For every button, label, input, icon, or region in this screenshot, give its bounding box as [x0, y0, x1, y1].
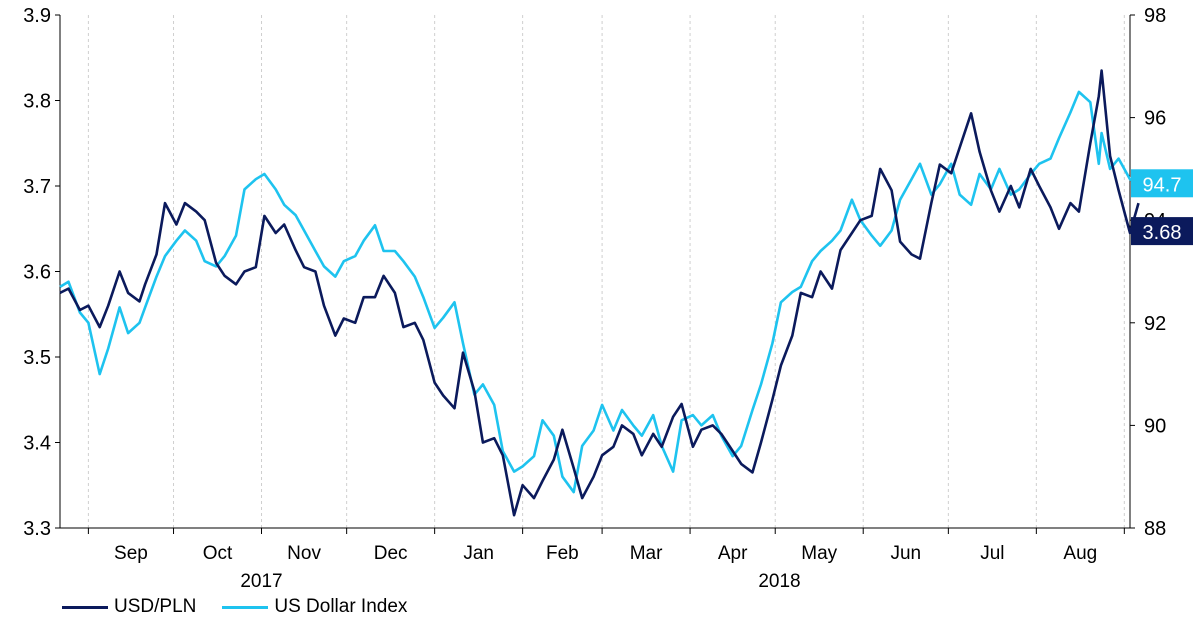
tick-labels: 3.33.43.53.63.73.83.9889092949698SepOctN… [23, 5, 1166, 592]
usdpln-end-label-text: 3.68 [1143, 222, 1182, 244]
left-tick-label: 3.3 [23, 518, 51, 540]
left-tick-label: 3.8 [23, 91, 51, 113]
axes [55, 14, 1135, 534]
legend-swatch-dxy [222, 605, 269, 609]
legend-swatch-usdpln [62, 605, 108, 609]
dxy-end-label: 94.7 [1131, 169, 1193, 198]
x-tick-label: Mar [630, 543, 663, 564]
x-tick-label: Dec [374, 543, 408, 564]
x-tick-label: Oct [203, 543, 233, 564]
x-tick-label: Apr [718, 543, 748, 564]
year-label: 2017 [240, 571, 282, 592]
x-tick-label: Sep [114, 543, 148, 564]
year-label: 2018 [758, 571, 800, 592]
right-tick-label: 90 [1144, 415, 1166, 437]
right-tick-label: 96 [1144, 108, 1166, 130]
dxy-line [59, 90, 1140, 494]
legend: USD/PLN US Dollar Index [62, 596, 433, 618]
dxy-end-label-text: 94.7 [1143, 174, 1182, 196]
x-tick-label: Nov [287, 543, 321, 564]
legend-item-usdpln: USD/PLN [62, 596, 196, 618]
left-tick-label: 3.4 [23, 433, 51, 455]
x-tick-label: May [801, 543, 837, 564]
legend-label-dxy: US Dollar Index [274, 596, 408, 617]
end-value-labels: 94.7 3.68 [1131, 169, 1193, 246]
left-tick-label: 3.6 [23, 262, 51, 284]
x-tick-label: Jul [980, 543, 1004, 564]
right-tick-label: 88 [1144, 518, 1166, 540]
legend-label-usdpln: USD/PLN [114, 596, 197, 617]
series-lines [59, 69, 1140, 517]
x-tick-label: Jun [890, 543, 921, 564]
left-tick-label: 3.5 [23, 347, 51, 369]
vertical-gridlines [87, 15, 1125, 528]
left-tick-label: 3.9 [23, 5, 51, 27]
dxy-end-label-bg [1131, 169, 1193, 198]
x-tick-label: Aug [1063, 543, 1097, 564]
x-tick-label: Feb [546, 543, 579, 564]
legend-item-dxy: US Dollar Index [222, 596, 407, 618]
usdpln-line [59, 69, 1140, 517]
right-tick-label: 92 [1144, 313, 1166, 335]
usdpln-end-label-bg [1131, 217, 1193, 246]
right-tick-label: 98 [1144, 5, 1166, 27]
usdpln-end-label: 3.68 [1131, 217, 1193, 246]
x-tick-label: Jan [463, 543, 494, 564]
left-tick-label: 3.7 [23, 176, 51, 198]
